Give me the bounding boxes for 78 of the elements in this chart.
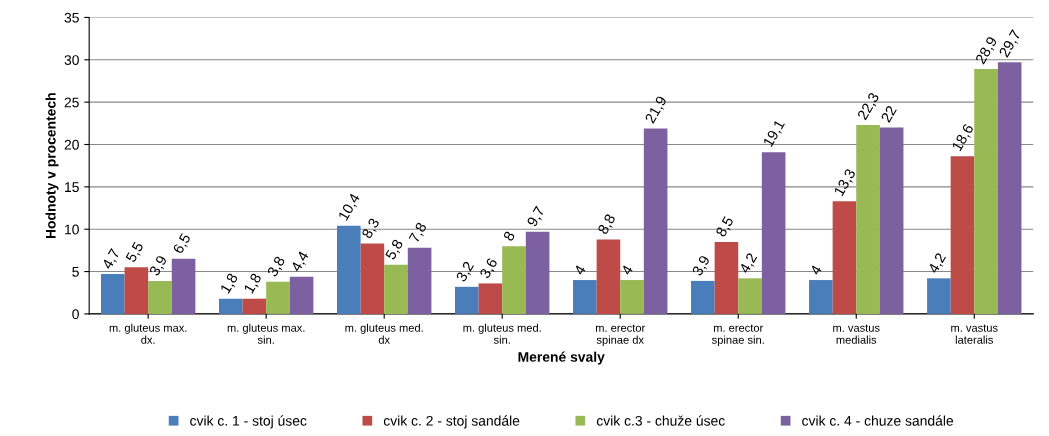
data-label: 4 — [620, 264, 634, 276]
bar — [407, 247, 432, 314]
bar — [242, 298, 267, 314]
data-label: 5,8 — [384, 238, 405, 262]
bar — [573, 280, 597, 314]
data-label: 4,2 — [927, 252, 948, 275]
y-tick-label: 25 — [64, 97, 79, 108]
data-label: 6,5 — [172, 232, 193, 256]
legend-label: cvik c. 4 - chuze sandále — [802, 415, 954, 426]
bar — [620, 280, 644, 314]
bar — [856, 125, 880, 314]
bar — [124, 267, 149, 314]
legend-label: cvik c. 2 - stoj sandále — [383, 415, 520, 429]
bar — [761, 152, 786, 314]
bar — [525, 231, 550, 314]
data-label: 8 — [502, 230, 516, 242]
bar — [148, 280, 172, 314]
bar — [809, 280, 833, 314]
bar — [360, 243, 385, 314]
data-label: 1,8 — [219, 272, 240, 295]
x-tick-label: m. gluteus max. sin. — [227, 323, 305, 344]
data-label: 4 — [809, 264, 823, 276]
bar — [832, 201, 857, 314]
data-label: 3,6 — [479, 257, 500, 280]
y-axis-title: Hodnoty v procentech — [45, 93, 59, 239]
bar — [691, 280, 715, 314]
data-label: 4 — [573, 264, 587, 276]
x-axis-title: Merené svaly — [518, 351, 605, 365]
data-label: 4,2 — [738, 252, 759, 275]
bar — [950, 156, 975, 314]
legend-label: cvik c. 1 - stoj úsec — [190, 415, 307, 429]
x-tick-label: m. vastus lateralis — [951, 324, 998, 344]
bar — [266, 281, 290, 314]
data-label: 3,9 — [691, 254, 712, 278]
bar — [455, 286, 479, 314]
bar — [100, 274, 125, 314]
data-label: 22 — [880, 105, 897, 123]
data-label: 3,9 — [148, 254, 169, 278]
bar — [643, 128, 668, 314]
x-tick-label: m. gluteus med. dx — [345, 323, 423, 344]
x-tick-label: m. erector spinae dx — [595, 324, 646, 346]
y-tick-label: 0 — [72, 309, 79, 320]
data-label: 8,3 — [361, 217, 382, 240]
x-tick-label: m. gluteus max. dx. — [109, 323, 187, 344]
bar — [738, 278, 762, 314]
bar — [596, 239, 621, 314]
bar — [502, 246, 526, 314]
legend-label: cvik c.3 - chuže úsec — [596, 415, 725, 426]
y-tick-label: 35 — [64, 12, 79, 23]
data-label: 5,5 — [125, 241, 146, 264]
y-tick-label: 10 — [65, 224, 79, 235]
bar — [336, 225, 361, 314]
data-label: 3,2 — [455, 260, 476, 284]
data-label: 1,8 — [243, 272, 264, 295]
y-tick-label: 15 — [65, 182, 79, 193]
bar — [879, 127, 904, 314]
y-tick-label: 5 — [72, 267, 79, 277]
bar — [927, 278, 951, 314]
bar — [997, 62, 1022, 314]
data-label: 4,4 — [290, 250, 311, 274]
x-tick-label: m. gluteus med. sin. — [463, 323, 541, 344]
bar — [289, 276, 314, 314]
data-label: 7,8 — [408, 221, 429, 245]
x-tick-label: m. erector spinae sin. — [711, 324, 764, 346]
bar — [714, 241, 739, 314]
data-label: 8,5 — [715, 215, 736, 239]
bar — [478, 283, 503, 314]
bar — [384, 264, 408, 314]
data-label: 3,8 — [266, 255, 287, 279]
data-label: 8,8 — [597, 213, 618, 236]
y-tick-label: 30 — [64, 55, 79, 65]
bar — [218, 298, 243, 314]
x-tick-label: m. vastus medialis — [833, 324, 880, 344]
data-label: 4,7 — [101, 248, 122, 271]
data-label: 9,7 — [526, 205, 547, 229]
y-tick-label: 20 — [64, 139, 79, 150]
bar — [974, 69, 998, 314]
bar — [171, 258, 196, 314]
